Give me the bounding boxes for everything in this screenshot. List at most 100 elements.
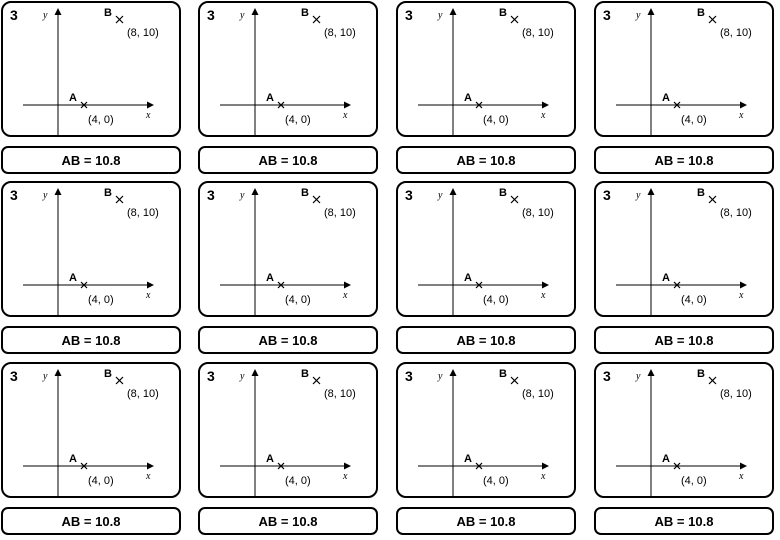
- answer-box: AB = 10.8: [198, 507, 378, 535]
- point-a-coords: (4, 0): [483, 294, 509, 306]
- point-a-label: A: [662, 92, 670, 104]
- y-axis-label: y: [635, 371, 641, 382]
- point-a-label: A: [464, 453, 472, 465]
- y-axis-arrow-icon: [449, 8, 457, 15]
- question-card: 3 x y A (4, 0) B (8, 10): [594, 1, 774, 137]
- point-b-cross-icon: [115, 376, 124, 385]
- x-axis-label: x: [145, 290, 151, 301]
- coordinate-diagram: x y A (4, 0) B (8, 10): [616, 368, 752, 498]
- point-a-coords: (4, 0): [681, 114, 707, 126]
- point-b-cross-icon: [708, 376, 717, 385]
- y-axis-label: y: [437, 10, 443, 21]
- point-b-label: B: [697, 368, 705, 380]
- coordinate-diagram: x y A (4, 0) B (8, 10): [220, 187, 356, 317]
- answer-box: AB = 10.8: [1, 507, 181, 535]
- coordinate-diagram: x y A (4, 0) B (8, 10): [220, 368, 356, 498]
- point-a-cross-icon: [80, 101, 88, 109]
- y-axis-label: y: [635, 10, 641, 21]
- point-a-cross-icon: [277, 101, 285, 109]
- y-axis-label: y: [437, 371, 443, 382]
- point-a-cross-icon: [673, 101, 681, 109]
- point-b-label: B: [499, 187, 507, 199]
- y-axis-label: y: [635, 190, 641, 201]
- point-b-label: B: [301, 187, 309, 199]
- question-card: 3 x y A (4, 0) B (8, 10): [396, 362, 576, 498]
- y-axis-arrow-icon: [449, 188, 457, 195]
- point-b-cross-icon: [708, 195, 717, 204]
- y-axis-arrow-icon: [251, 188, 259, 195]
- point-b-label: B: [104, 187, 112, 199]
- point-a-coords: (4, 0): [285, 294, 311, 306]
- point-b-coords: (8, 10): [720, 27, 752, 39]
- y-axis-label: y: [42, 10, 48, 21]
- point-a-coords: (4, 0): [88, 475, 114, 487]
- question-number: 3: [207, 187, 215, 203]
- question-number: 3: [10, 7, 18, 23]
- question-card: 3 x y A (4, 0) B (8, 10): [1, 181, 181, 317]
- question-number: 3: [10, 368, 18, 384]
- point-a-coords: (4, 0): [681, 475, 707, 487]
- point-a-label: A: [266, 92, 274, 104]
- point-b-label: B: [104, 368, 112, 380]
- point-a-label: A: [662, 453, 670, 465]
- question-number: 3: [405, 7, 413, 23]
- point-a-cross-icon: [80, 281, 88, 289]
- x-axis-arrow-icon: [344, 101, 351, 109]
- point-b-cross-icon: [708, 15, 717, 24]
- answer-box: AB = 10.8: [594, 326, 774, 354]
- point-a-label: A: [662, 272, 670, 284]
- coordinate-diagram: x y A (4, 0) B (8, 10): [220, 7, 356, 137]
- x-axis-arrow-icon: [542, 281, 549, 289]
- point-a-label: A: [69, 453, 77, 465]
- x-axis-label: x: [540, 290, 546, 301]
- y-axis-label: y: [42, 190, 48, 201]
- question-card: 3 x y A (4, 0) B (8, 10): [198, 362, 378, 498]
- point-a-cross-icon: [277, 281, 285, 289]
- point-a-label: A: [69, 272, 77, 284]
- point-a-cross-icon: [673, 281, 681, 289]
- point-b-label: B: [104, 7, 112, 19]
- answer-box: AB = 10.8: [396, 146, 576, 174]
- y-axis-arrow-icon: [54, 8, 62, 15]
- point-b-coords: (8, 10): [522, 27, 554, 39]
- x-axis-arrow-icon: [147, 281, 154, 289]
- point-a-coords: (4, 0): [483, 475, 509, 487]
- y-axis-label: y: [42, 371, 48, 382]
- point-a-cross-icon: [475, 281, 483, 289]
- point-b-cross-icon: [312, 195, 321, 204]
- answer-box: AB = 10.8: [198, 326, 378, 354]
- point-b-coords: (8, 10): [127, 207, 159, 219]
- coordinate-diagram: x y A (4, 0) B (8, 10): [23, 368, 159, 498]
- point-b-coords: (8, 10): [127, 27, 159, 39]
- x-axis-label: x: [540, 110, 546, 121]
- point-b-coords: (8, 10): [720, 207, 752, 219]
- question-number: 3: [603, 187, 611, 203]
- coordinate-diagram: x y A (4, 0) B (8, 10): [616, 187, 752, 317]
- y-axis-arrow-icon: [54, 188, 62, 195]
- coordinate-diagram: x y A (4, 0) B (8, 10): [616, 7, 752, 137]
- question-card: 3 x y A (4, 0) B (8, 10): [396, 181, 576, 317]
- point-b-coords: (8, 10): [324, 27, 356, 39]
- point-a-coords: (4, 0): [681, 294, 707, 306]
- y-axis-label: y: [239, 190, 245, 201]
- point-b-cross-icon: [115, 195, 124, 204]
- y-axis-arrow-icon: [449, 369, 457, 376]
- coordinate-diagram: x y A (4, 0) B (8, 10): [418, 7, 554, 137]
- answer-box: AB = 10.8: [396, 326, 576, 354]
- question-number: 3: [10, 187, 18, 203]
- question-card: 3 x y A (4, 0) B (8, 10): [594, 181, 774, 317]
- answer-box: AB = 10.8: [396, 507, 576, 535]
- x-axis-label: x: [342, 110, 348, 121]
- point-b-label: B: [301, 7, 309, 19]
- point-a-cross-icon: [80, 462, 88, 470]
- point-b-cross-icon: [312, 376, 321, 385]
- question-number: 3: [603, 7, 611, 23]
- point-a-coords: (4, 0): [285, 475, 311, 487]
- x-axis-label: x: [342, 290, 348, 301]
- answer-box: AB = 10.8: [594, 507, 774, 535]
- point-b-coords: (8, 10): [720, 388, 752, 400]
- question-card: 3 x y A (4, 0) B (8, 10): [198, 181, 378, 317]
- y-axis-label: y: [239, 371, 245, 382]
- point-a-cross-icon: [475, 462, 483, 470]
